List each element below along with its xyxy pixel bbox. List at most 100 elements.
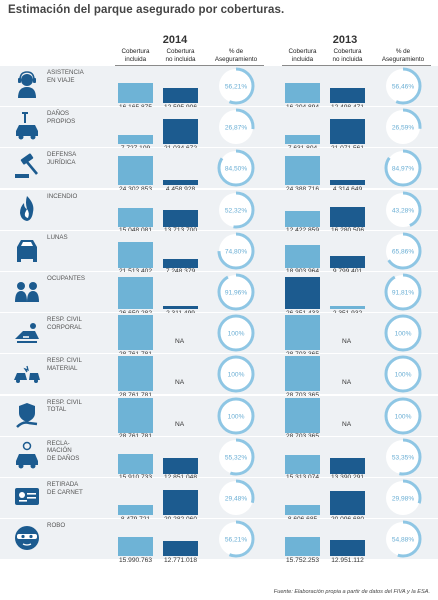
- column-header-line: incluida: [291, 55, 314, 63]
- category-label: LUNAS: [47, 234, 117, 242]
- bar-incluida: [118, 208, 153, 227]
- ring-arc: [217, 108, 255, 146]
- value-label-incluida: 15.990.763: [118, 556, 152, 564]
- bar-incluida: [285, 211, 320, 227]
- category-label-line: JURÍDICA: [47, 158, 76, 166]
- percentage-ring: 91,81%: [384, 273, 422, 311]
- column-header-no-incluida-2014: Cobertura no incluida: [153, 48, 209, 63]
- column-header-no-incluida-2013: Cobertura no incluida: [320, 48, 376, 63]
- value-label-no-incluida: 9.799.401: [318, 268, 378, 275]
- ring-arc: [384, 520, 422, 558]
- ring-background: [386, 522, 420, 557]
- car-crash-icon: [13, 358, 41, 388]
- column-header-incluida-2013: Cobertura incluida: [275, 48, 331, 63]
- percentage-ring: 100%: [217, 355, 255, 393]
- value-label-incluida: 26.351.433: [273, 310, 333, 317]
- value-label-incluida: 24.388.716: [273, 186, 333, 193]
- percentage-ring: 100%: [384, 355, 422, 393]
- injured-person-icon-graphic: [15, 323, 39, 344]
- ring-background: [386, 233, 420, 268]
- value-label-incluida: 15.313.074: [273, 474, 333, 481]
- percentage-label: 84,97%: [392, 166, 415, 173]
- ring-arc: [217, 438, 255, 476]
- percentage-ring: 100%: [217, 397, 255, 435]
- percentage-label: 100%: [228, 413, 245, 420]
- ring-background: [219, 316, 253, 351]
- percentage-ring: 56,21%: [217, 520, 255, 558]
- percentage-label: 84,50%: [225, 166, 248, 173]
- category-label-line: RESP. CIVIL: [47, 357, 82, 365]
- category-label: ROBO: [47, 522, 117, 530]
- category-label: RECLA- MACIÓN DE DAÑOS: [47, 440, 117, 463]
- hand-shield-icon: [13, 400, 41, 430]
- ring-arc: [217, 397, 255, 435]
- percentage-ring: 100%: [217, 314, 255, 352]
- value-label-no-incluida: 20.096.680: [318, 516, 378, 523]
- percentage-ring: 100%: [384, 397, 422, 435]
- percentage-ring: 29,48%: [217, 479, 255, 517]
- category-label-line: ROBO: [47, 522, 66, 530]
- percentage-label: 65,86%: [392, 248, 415, 255]
- ring-background: [219, 398, 253, 433]
- category-label: OCUPANTES: [47, 275, 117, 283]
- license-card-icon: [13, 482, 41, 512]
- ring-arc: [384, 273, 422, 311]
- ring-arc: [384, 355, 422, 393]
- percentage-ring: 54,88%: [384, 520, 422, 558]
- bar-incluida: [285, 276, 320, 309]
- column-header-line: Aseguramiento: [381, 55, 425, 63]
- percentage-ring: 55,32%: [217, 438, 255, 476]
- gavel-icon-graphic: [15, 153, 38, 179]
- column-header-pct-2014: % de Aseguramiento: [208, 48, 264, 63]
- bar-incluida: [285, 315, 320, 351]
- thief-mask-icon: [13, 523, 41, 553]
- value-label-no-incluida: 13.390.291: [318, 474, 378, 481]
- occupants-icon: [13, 276, 41, 306]
- percentage-ring: 84,50%: [217, 149, 255, 187]
- bar-no-incluida: [163, 87, 198, 103]
- bar-incluida: [285, 83, 320, 103]
- bar-no-incluida: [330, 540, 365, 557]
- category-label-line: RESP. CIVIL: [47, 398, 82, 406]
- ring-arc: [384, 67, 422, 105]
- ring-background: [386, 481, 420, 515]
- value-label-no-incluida: 16.280.506: [318, 227, 378, 234]
- bar-incluida: [285, 537, 320, 557]
- bar-incluida: [285, 504, 320, 515]
- percentage-label: 53,35%: [392, 454, 415, 461]
- bar-no-incluida: [163, 306, 198, 309]
- percentage-label: 91,81%: [392, 290, 415, 297]
- percentage-ring: 74,80%: [217, 232, 255, 270]
- category-label-line: LUNAS: [47, 233, 68, 241]
- value-label-incluida: 28.703.365: [273, 433, 333, 440]
- ring-background: [386, 110, 420, 145]
- fire-icon-graphic: [20, 195, 34, 221]
- value-label-incluida: 24.302.853: [106, 186, 166, 193]
- percentage-ring: 29,98%: [384, 479, 422, 517]
- category-label: RESP. CIVIL CORPORAL: [47, 316, 117, 331]
- bar-no-incluida: [163, 258, 198, 268]
- ring-background: [386, 439, 420, 474]
- percentage-ring: 65,86%: [384, 232, 422, 270]
- percentage-label: 52,32%: [225, 207, 248, 214]
- value-label-incluida: 21.513.402: [106, 268, 166, 275]
- value-label-incluida: 28.703.365: [273, 351, 333, 358]
- bar-incluida: [285, 455, 320, 474]
- value-label-no-incluida: NA: [175, 338, 185, 346]
- category-label-line: RESP. CIVIL: [47, 316, 82, 324]
- percentage-ring: 43,28%: [384, 191, 422, 229]
- value-label-no-incluida: 4.458.928: [151, 186, 211, 193]
- header-rule-2014: [115, 65, 264, 66]
- license-card-icon-graphic: [15, 488, 39, 505]
- value-label-no-incluida: 21.071.561: [318, 145, 378, 152]
- column-header-line: % de: [228, 48, 244, 55]
- ring-arc: [217, 314, 255, 352]
- bar-incluida: [118, 356, 153, 392]
- column-header-line: no incluida: [332, 55, 363, 63]
- category-label-line: MATERIAL: [47, 364, 78, 372]
- percentage-label: 100%: [395, 413, 412, 420]
- percentage-label: 26,87%: [225, 125, 248, 132]
- bar-no-incluida: [330, 255, 365, 268]
- bar-no-incluida: [163, 458, 198, 474]
- ring-background: [219, 233, 253, 268]
